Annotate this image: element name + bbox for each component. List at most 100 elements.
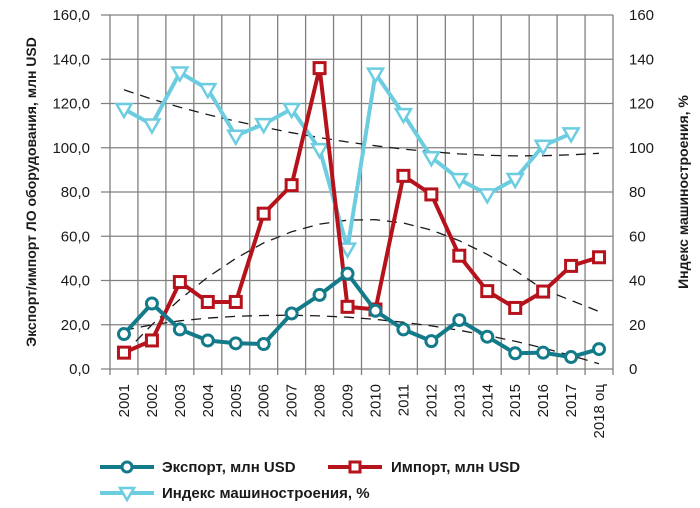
x-tick-label: 2007 [284,384,301,417]
data-point [200,294,215,309]
x-tick-label: 2011 [395,384,412,416]
x-axis-ticks: 2001 2002 2003 2004 2005 2006 2007 2008 2009 2010… [116,384,608,439]
left-tick-label: 0,0 [69,361,90,378]
data-point [114,102,134,120]
right-tick-label: 160 [629,7,654,24]
data-point [228,336,243,351]
data-point [449,172,469,190]
data-point [396,168,411,183]
right-tick-label: 80 [629,184,646,201]
data-point [452,248,467,263]
x-tick-label: 2005 [228,384,245,417]
legend-import-marker [348,460,362,474]
data-point [254,117,274,135]
data-point [340,299,355,314]
left-tick-label: 20,0 [61,317,90,334]
x-tick-label: 2010 [367,384,384,417]
legend-item-import: Импорт, млн USD [328,459,520,476]
data-point [256,336,271,351]
x-tick-label: 2017 [563,384,580,417]
left-tick-label: 140,0 [52,51,90,68]
legend-index-label: Индекс машиностроения, % [162,485,370,502]
data-point [533,139,553,157]
x-tick-label: 2004 [200,384,217,417]
x-tick-label: 2013 [451,384,468,417]
data-point [564,258,579,273]
legend-item-index: Индекс машиностроения, % [100,485,370,503]
data-point [309,142,330,160]
x-tick-label: 2012 [423,384,440,417]
x-tick-label: 2006 [256,384,273,417]
right-axis-title: Индекс машиностроения, % [675,95,691,289]
data-point [508,346,523,361]
data-point [365,67,386,85]
data-point [228,294,243,309]
data-point [508,300,523,315]
legend-item-export: Экспорт, млн USD [100,459,296,476]
data-point [393,107,414,125]
data-point [561,127,581,144]
right-tick-label: 40 [629,273,646,290]
data-point [424,187,439,202]
data-point [170,66,190,84]
x-tick-label: 2008 [312,384,329,417]
legend: Экспорт, млн USD Импорт, млн USD Индекс … [100,459,520,503]
left-tick-label: 80,0 [61,184,90,201]
x-tick-label: 2003 [172,384,189,417]
data-point [337,242,358,260]
data-point [116,345,131,360]
right-tick-label: 0 [629,361,637,378]
data-point [116,327,131,342]
right-tick-label: 60 [629,228,646,245]
series-line [123,70,572,251]
data-point [340,266,355,281]
trendline [123,314,600,365]
data-point [172,275,187,290]
x-tick-label: 2014 [479,384,496,417]
data-point [505,172,525,190]
trendlines [123,89,600,365]
data-point [368,303,383,318]
data-point [256,206,271,221]
data-point [592,250,607,265]
data-point [144,333,159,348]
data-point [480,329,495,344]
data-point [144,296,159,311]
data-point [564,350,579,365]
left-axis-title: Экспорт/импорт ЛО оборудования, млн USD [23,37,39,347]
trendline [123,89,600,157]
data-point [592,342,607,357]
left-tick-label: 120,0 [52,96,90,113]
data-point [452,313,467,328]
left-tick-label: 40,0 [61,273,90,290]
x-tick-label: 2015 [507,384,524,417]
legend-export-label: Экспорт, млн USD [162,459,296,476]
x-tick-label: 2018 оц [591,384,608,439]
series-triangle-down [114,66,581,260]
data-point [226,129,246,147]
legend-export-marker [120,460,134,474]
left-tick-label: 160,0 [52,7,90,24]
x-tick-label: 2001 [116,384,133,417]
legend-index-marker [117,486,137,503]
x-tick-label: 2009 [340,384,357,417]
data-point [198,82,218,100]
right-axis-ticks: 0 20 40 60 80 100 120 140 160 [629,7,654,378]
right-tick-label: 100 [629,140,654,157]
right-tick-label: 140 [629,51,654,68]
x-tick-label: 2016 [535,384,552,417]
data-point [284,178,299,193]
left-axis-ticks: 0,0 20,0 40,0 60,0 80,0 100,0 120,0 140,0 160,0 [52,7,90,378]
data-point [172,322,187,337]
data-point [281,102,302,120]
series-lines [114,61,607,365]
data-point [424,334,439,349]
data-point [536,345,551,360]
legend-import-label: Импорт, млн USD [391,459,520,476]
data-point [421,151,442,168]
data-point [142,118,162,136]
data-point [200,333,215,348]
trendline [123,219,600,354]
right-tick-label: 20 [629,317,646,334]
